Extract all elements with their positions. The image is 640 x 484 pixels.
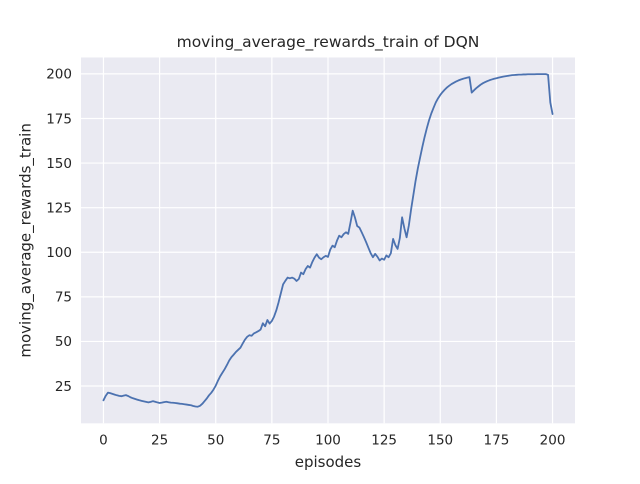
y-tick-label: 200 [46, 67, 72, 83]
y-tick-label: 25 [55, 379, 72, 395]
y-tick-label: 75 [55, 290, 72, 306]
y-tick-label: 125 [46, 200, 72, 216]
y-tick-labels: 25 50 75 100 125 150 175 200 [46, 67, 72, 395]
x-tick-label: 100 [315, 432, 341, 448]
x-tick-label: 150 [427, 432, 453, 448]
x-tick-label: 125 [371, 432, 397, 448]
x-tick-label: 0 [99, 432, 108, 448]
x-tick-label: 175 [484, 432, 510, 448]
x-axis-label: episodes [295, 453, 362, 471]
chart-title: moving_average_rewards_train of DQN [177, 33, 480, 52]
x-tick-label: 200 [540, 432, 566, 448]
series-line [102, 73, 554, 408]
x-tick-label: 50 [207, 432, 224, 448]
y-tick-label: 50 [55, 334, 72, 350]
x-tick-label: 75 [263, 432, 280, 448]
y-axis-label: moving_average_rewards_train [17, 123, 36, 357]
y-tick-label: 150 [46, 156, 72, 172]
x-tick-label: 25 [151, 432, 168, 448]
y-tick-label: 175 [46, 111, 72, 127]
grid-layer [81, 57, 575, 424]
y-tick-label: 100 [46, 245, 72, 261]
x-tick-labels: 0 25 50 75 100 125 150 175 200 [99, 432, 565, 448]
